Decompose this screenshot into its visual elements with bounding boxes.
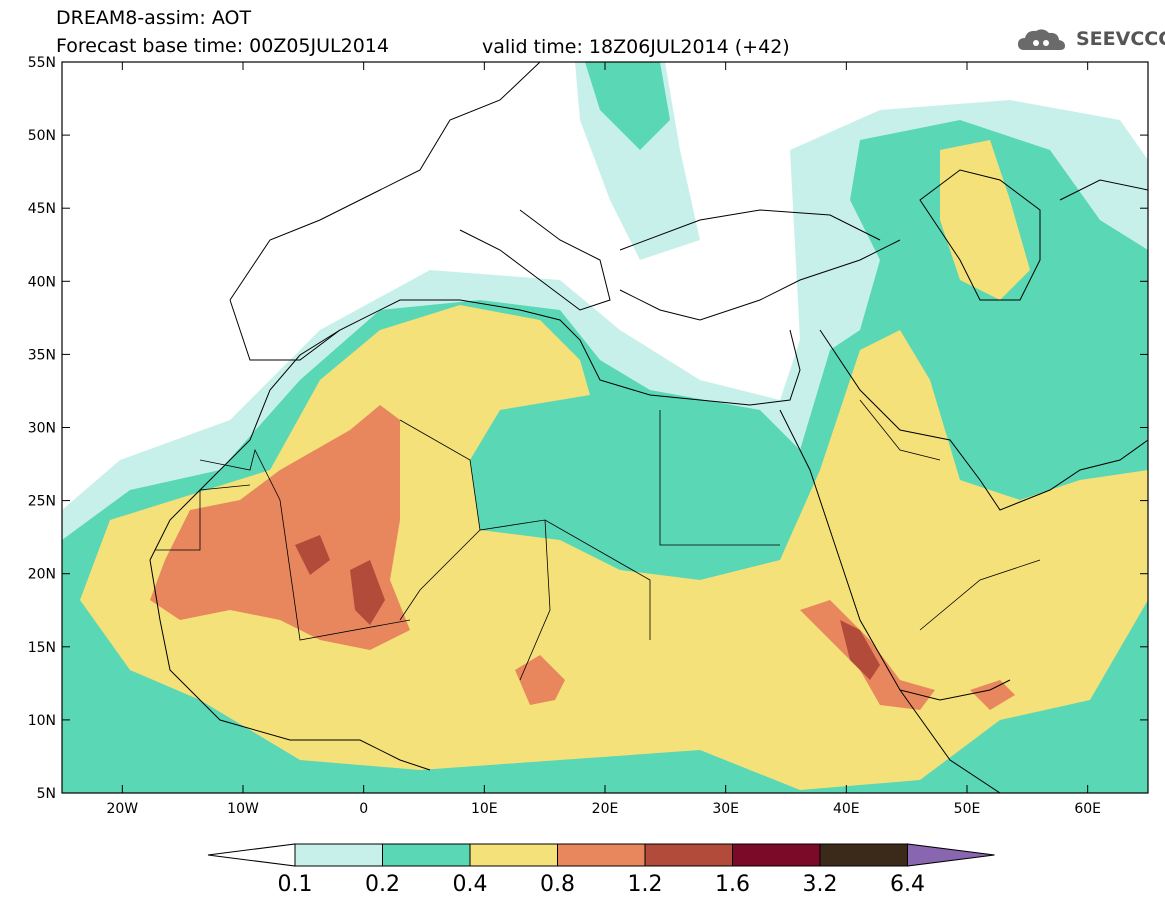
lon-label: 10W: [227, 801, 259, 817]
lon-label: 20W: [106, 801, 138, 817]
lat-label: 35N: [28, 347, 56, 363]
lat-label: 40N: [28, 274, 56, 290]
colorbar-label: 1.6: [715, 872, 750, 897]
lat-label: 30N: [28, 421, 56, 437]
valid-time: valid time: 18Z06JUL2014 (+42): [482, 36, 790, 58]
colorbar-bin: [819, 843, 908, 867]
colorbar-label: 0.2: [365, 872, 400, 897]
lon-label: 0: [359, 801, 368, 817]
axis-ticks: 55N 50N 45N 40N 35N 30N 25N 20N 15N 10N 5N 20W 10W 0 1…: [28, 55, 1148, 817]
logo-text: SEEVCCC: [1076, 28, 1165, 50]
lon-label: 50E: [954, 801, 981, 817]
lat-label: 50N: [28, 128, 56, 144]
colorbar-label: 0.8: [540, 872, 575, 897]
colorbar-bin: [469, 843, 558, 867]
map-title: DREAM8-assim: AOT: [56, 7, 252, 29]
colorbar-bin: [294, 843, 383, 867]
lon-label: 60E: [1074, 801, 1101, 817]
colorbar-label: 3.2: [802, 872, 838, 897]
colorbar-above-arrow: [907, 843, 995, 867]
colorbar-label: 0.4: [452, 872, 488, 897]
coastlines: [149, 62, 1148, 793]
lon-label: 40E: [833, 801, 860, 817]
lat-label: 25N: [28, 494, 56, 510]
colorbar: [207, 843, 995, 867]
colorbar-bin: [732, 843, 821, 867]
colorbar-bin: [382, 843, 471, 867]
lat-label: 15N: [28, 640, 56, 656]
lat-label: 5N: [37, 786, 56, 802]
colorbar-bin: [557, 843, 646, 867]
borders: [155, 399, 1041, 681]
forecast-base-time: Forecast base time: 00Z05JUL2014: [56, 35, 389, 57]
cloud-icon: [1018, 29, 1065, 50]
lat-label: 55N: [28, 55, 56, 71]
aot-field: [62, 62, 1148, 793]
lon-label: 10E: [471, 801, 498, 817]
colorbar-label: 1.2: [627, 872, 663, 897]
lon-label: 20E: [592, 801, 619, 817]
lon-label: 30E: [712, 801, 739, 817]
lat-label: 45N: [28, 201, 56, 217]
lat-label: 10N: [28, 713, 56, 729]
lat-label: 20N: [28, 567, 56, 583]
colorbar-label: 0.1: [277, 872, 313, 897]
colorbar-below-arrow: [207, 843, 296, 867]
colorbar-bin: [644, 843, 733, 867]
colorbar-label: 6.4: [890, 872, 925, 897]
